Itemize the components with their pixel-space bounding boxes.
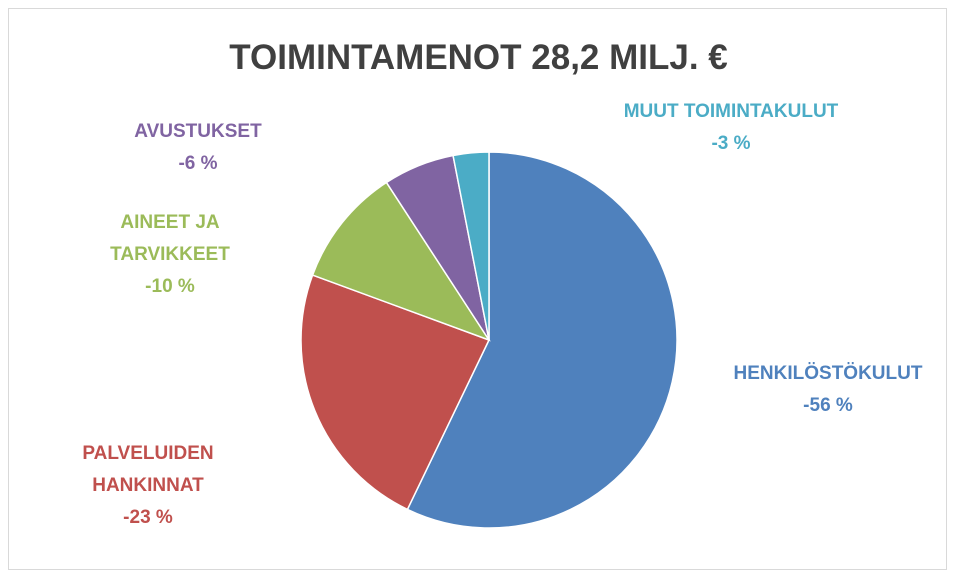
category-label: AINEET JA TARVIKKEET (110, 212, 230, 265)
chart-title: TOIMINTAMENOT 28,2 MILJ. € (229, 38, 728, 77)
data-label: AVUSTUKSET -6 % (78, 116, 318, 180)
value-label: -6 % (178, 153, 218, 174)
data-label: MUUT TOIMINTAKULUT -3 % (611, 96, 851, 160)
pie-slice (452, 151, 490, 341)
data-label: PALVELUIDEN HANKINNAT -23 % (28, 438, 268, 534)
category-label: MUUT TOIMINTAKULUT (623, 101, 839, 122)
value-label: -23 % (123, 507, 173, 528)
data-label: AINEET JA TARVIKKEET -10 % (80, 207, 260, 303)
data-label: HENKILÖSTÖKULUT -56 % (708, 358, 948, 422)
category-label: PALVELUIDEN HANKINNAT (82, 443, 214, 496)
value-label: -3 % (711, 133, 751, 154)
pie-slice (300, 274, 491, 511)
value-label: -56 % (803, 395, 853, 416)
category-label: HENKILÖSTÖKULUT (733, 363, 923, 384)
chart-frame (8, 8, 947, 570)
pie-slice (311, 181, 491, 342)
value-label: -10 % (145, 276, 195, 297)
pie-slice (406, 151, 678, 529)
category-label: AVUSTUKSET (134, 121, 262, 142)
